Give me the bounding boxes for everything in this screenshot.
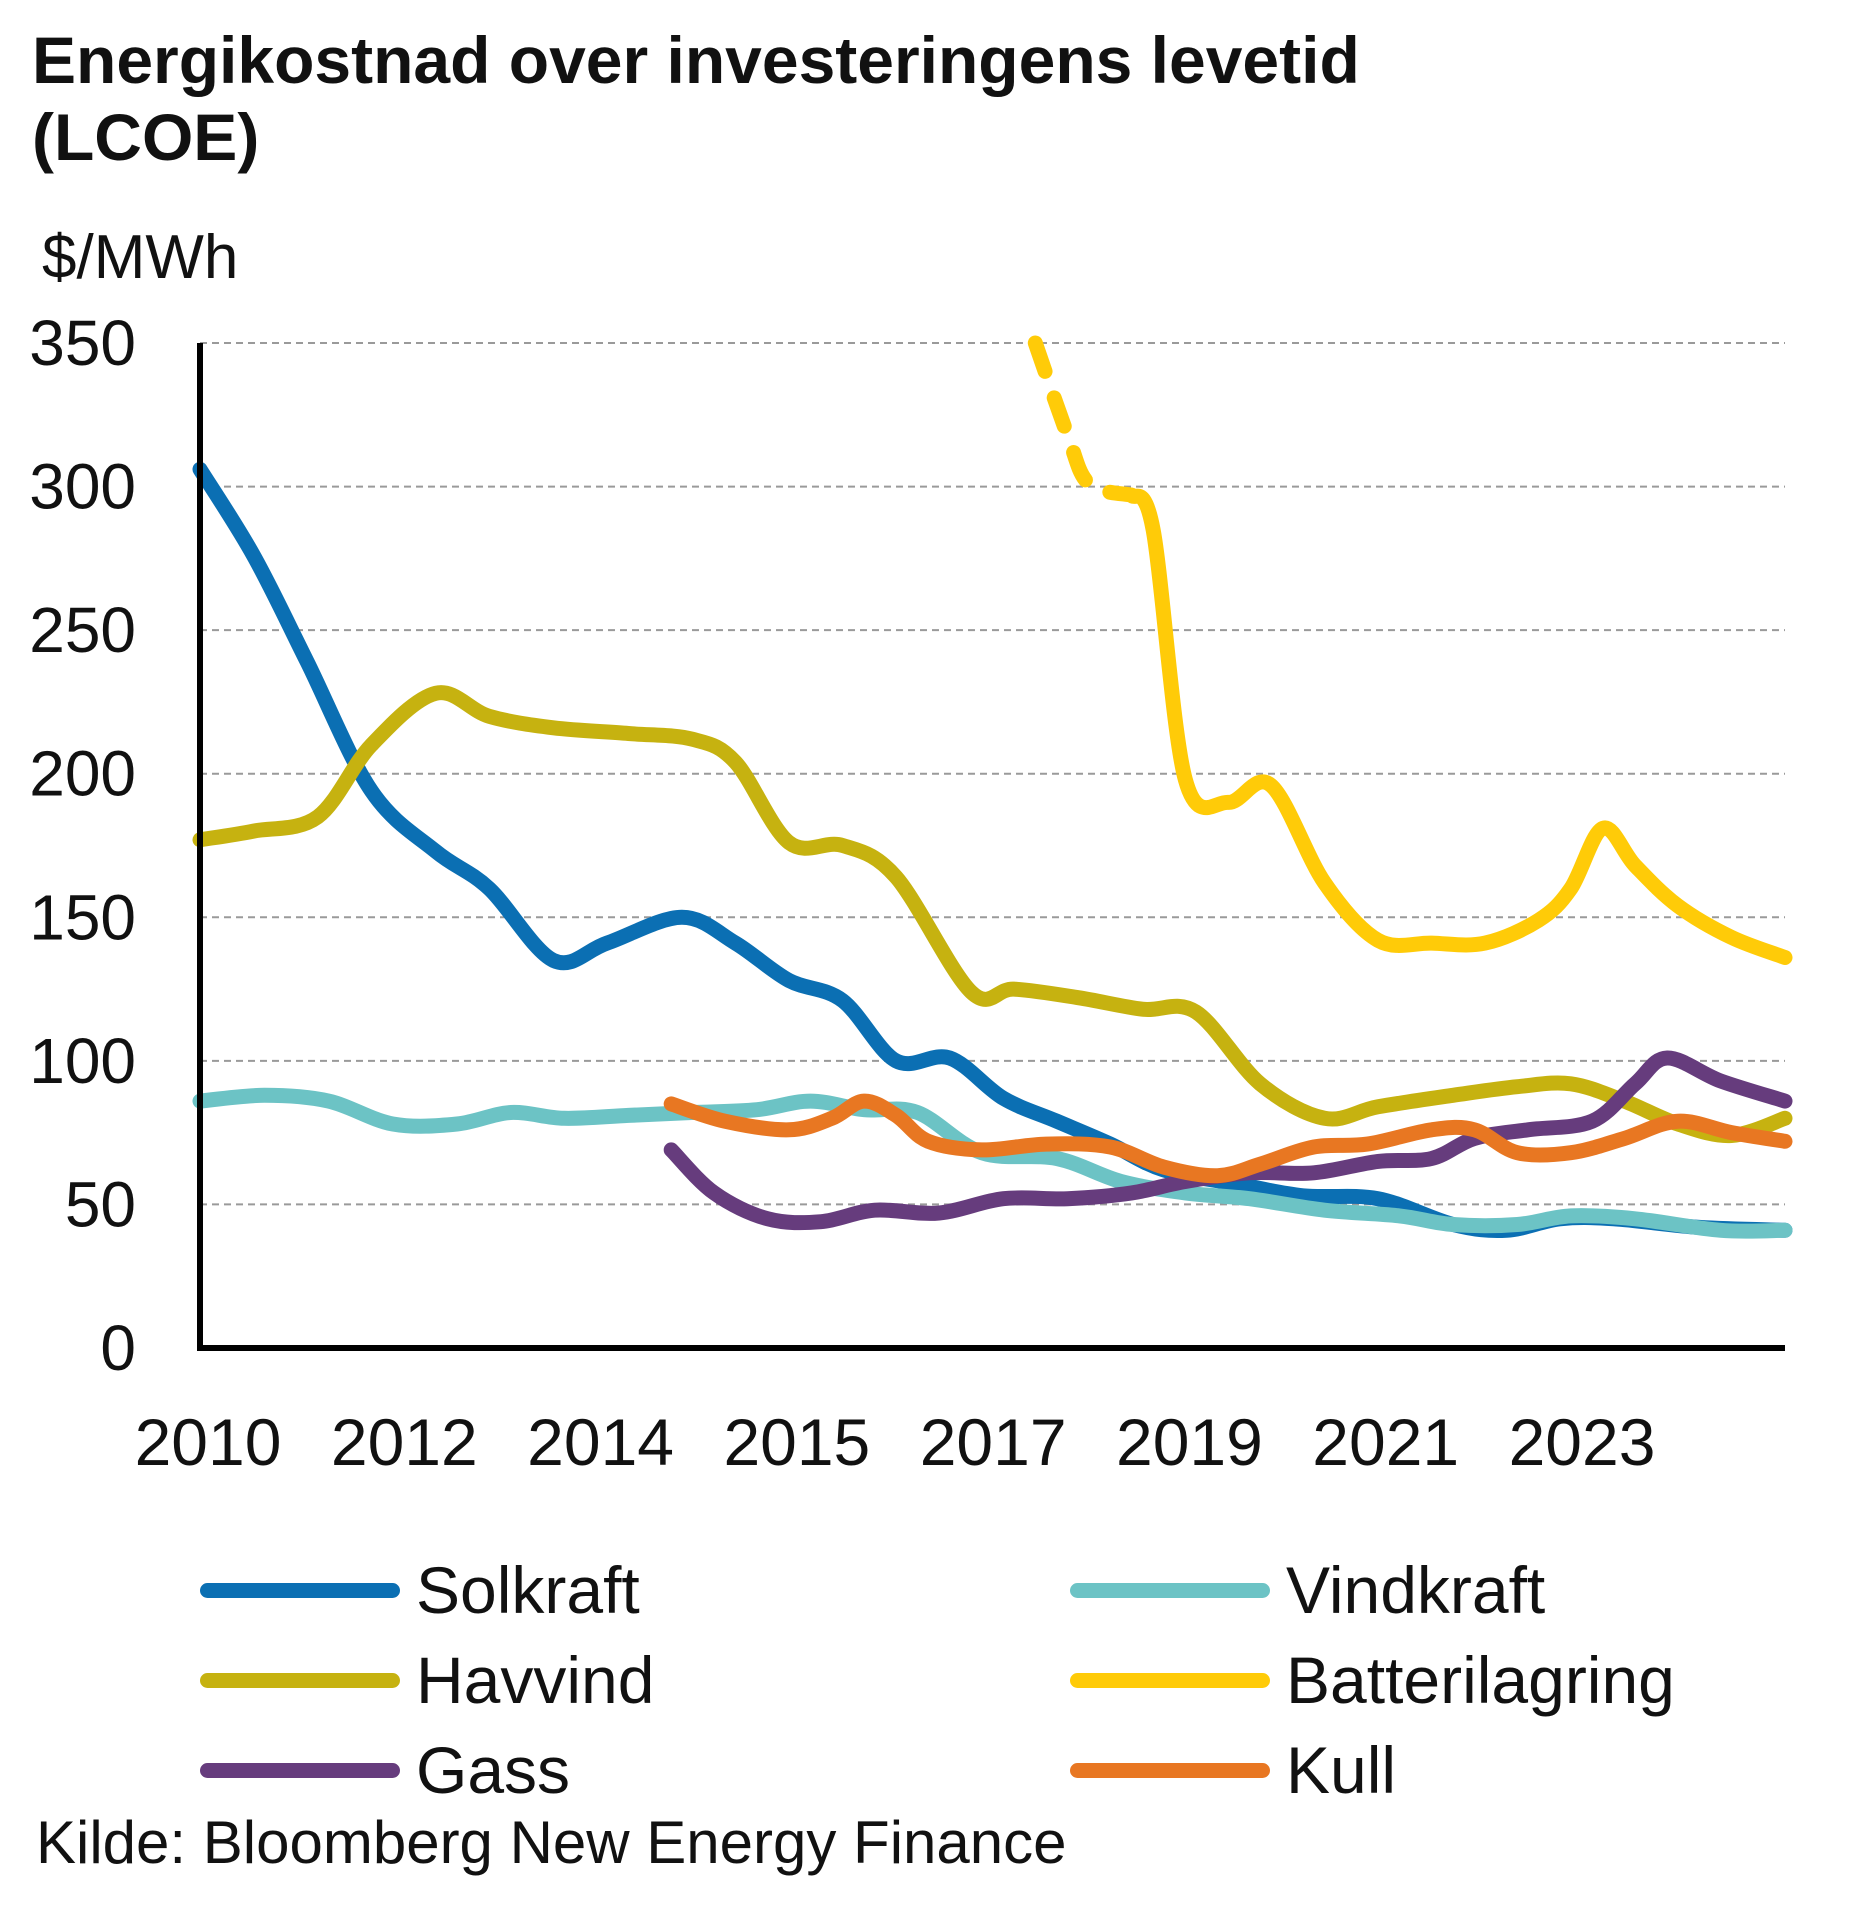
series-line-havvind (192, 685, 1793, 1144)
y-tick-label: 350 (29, 307, 136, 379)
x-tick-labels: 2010 2012 2014 2015 2017 2019 2021 2023 (135, 1405, 1656, 1479)
legend-label: Havvind (416, 1643, 655, 1717)
x-tick-label: 2023 (1509, 1405, 1656, 1479)
series-line-solkraft (192, 461, 1793, 1239)
y-tick-label: 0 (100, 1312, 136, 1384)
y-tick-label: 250 (29, 594, 136, 666)
y-tick-label: 150 (29, 881, 136, 953)
legend-item-solkraft: Solkraft (200, 1545, 640, 1635)
chart-title: Energikostnad over investeringens leveti… (32, 23, 1360, 175)
legend-item-havvind: Havvind (200, 1635, 654, 1725)
legend-label: Vindkraft (1286, 1553, 1546, 1627)
series-lines (192, 335, 1793, 1239)
y-tick-label: 300 (29, 451, 136, 523)
y-tick-label: 50 (65, 1168, 136, 1240)
legend-swatch (1070, 1672, 1270, 1688)
x-tick-label: 2010 (135, 1405, 282, 1479)
legend-label: Solkraft (416, 1553, 640, 1627)
source-note: Kilde: Bloomberg New Energy Finance (36, 1809, 1067, 1876)
x-tick-label: 2019 (1116, 1405, 1263, 1479)
y-tick-labels: 0 50 100 150 200 250 300 350 (29, 307, 136, 1384)
legend-label: Gass (416, 1733, 571, 1807)
series-line-vindkraft (192, 1087, 1793, 1239)
legend-item-vindkraft: Vindkraft (1070, 1545, 1545, 1635)
legend-item-batterilagring: Batterilagring (1070, 1635, 1675, 1725)
legend-item-gass: Gass (200, 1725, 570, 1815)
x-tick-label: 2014 (527, 1405, 674, 1479)
gridlines (200, 342, 1785, 1206)
series-line-batterilagring-dashed (1027, 335, 1140, 503)
legend-swatch (1070, 1762, 1270, 1778)
x-tick-label: 2015 (723, 1405, 870, 1479)
legend-swatch (200, 1762, 400, 1778)
axes (197, 343, 1785, 1351)
series-line-batterilagring (1124, 487, 1793, 965)
legend-label: Kull (1286, 1733, 1397, 1807)
legend-swatch (200, 1672, 400, 1688)
y-tick-label: 100 (29, 1025, 136, 1097)
x-tick-label: 2017 (920, 1405, 1067, 1479)
y-tick-label: 200 (29, 738, 136, 810)
y-axis-label: $/MWh (42, 223, 239, 292)
legend-swatch (1070, 1582, 1270, 1598)
legend-item-kull: Kull (1070, 1725, 1396, 1815)
legend: Solkraft Vindkraft Havvind Batterilagring Ga… (200, 1545, 1760, 1825)
legend-label: Batterilagring (1286, 1643, 1675, 1717)
x-tick-label: 2012 (331, 1405, 478, 1479)
series-line-kull (663, 1093, 1793, 1184)
x-tick-label: 2021 (1312, 1405, 1459, 1479)
legend-swatch (200, 1582, 400, 1598)
